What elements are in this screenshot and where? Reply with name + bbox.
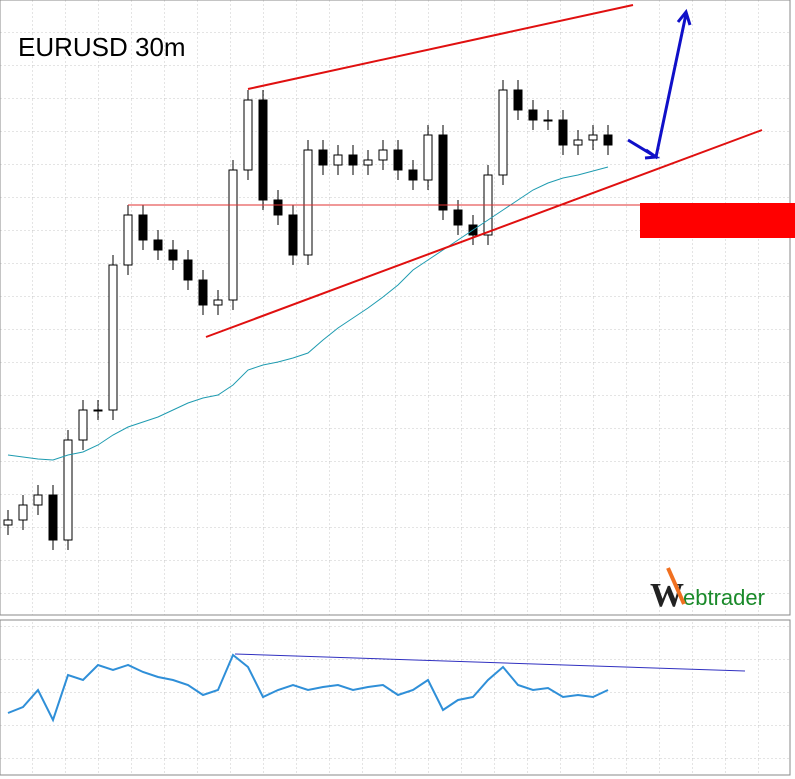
divergence-line xyxy=(234,653,746,672)
candle-body xyxy=(303,149,313,256)
candle-body xyxy=(228,169,238,301)
candle-body xyxy=(543,119,553,122)
candle-body xyxy=(393,149,403,171)
candle-body xyxy=(498,89,508,176)
candle-body xyxy=(168,249,178,261)
candle-body xyxy=(423,134,433,181)
line-series xyxy=(7,653,609,723)
logo-accent xyxy=(666,567,686,605)
main-plot xyxy=(3,80,613,550)
candle-body xyxy=(453,209,463,226)
candle-body xyxy=(18,504,28,521)
candle-body xyxy=(258,99,268,201)
lower-channel xyxy=(205,129,763,338)
candle-body xyxy=(348,154,358,166)
candle-body xyxy=(123,214,133,266)
candle-body xyxy=(318,149,328,166)
candle-body xyxy=(63,439,73,541)
candle-body xyxy=(93,409,103,412)
resistance-zone xyxy=(640,203,795,238)
candle-body xyxy=(288,214,298,256)
main-panel xyxy=(0,0,791,616)
candle-body xyxy=(78,409,88,441)
candle-body xyxy=(588,134,598,141)
candle-body xyxy=(33,494,43,506)
candle-body xyxy=(513,89,523,111)
oscillator-panel xyxy=(0,619,791,776)
upper-channel xyxy=(247,4,634,90)
chart-title: EURUSD 30m xyxy=(18,32,186,62)
candle-body xyxy=(333,154,343,166)
line-series xyxy=(7,166,609,461)
candle-body xyxy=(183,259,193,281)
candle-body xyxy=(378,149,388,161)
candle-body xyxy=(213,299,223,306)
candle-body xyxy=(603,134,613,146)
candle-body xyxy=(528,109,538,121)
candle-body xyxy=(408,169,418,181)
candle-body xyxy=(198,279,208,306)
candle-body xyxy=(363,159,373,166)
arrow-heads xyxy=(644,8,692,160)
candle-body xyxy=(273,199,283,216)
candle-body xyxy=(153,239,163,251)
candle-body xyxy=(108,264,118,411)
oscillator-plot xyxy=(7,653,609,723)
candle-body xyxy=(558,119,568,146)
candle-body xyxy=(138,214,148,241)
candle-body xyxy=(48,494,58,541)
candle-body xyxy=(243,99,253,171)
candle-body xyxy=(573,139,583,146)
candle-body xyxy=(438,134,448,211)
logo-text: ebtrader xyxy=(683,585,765,610)
candle-body xyxy=(3,519,13,526)
